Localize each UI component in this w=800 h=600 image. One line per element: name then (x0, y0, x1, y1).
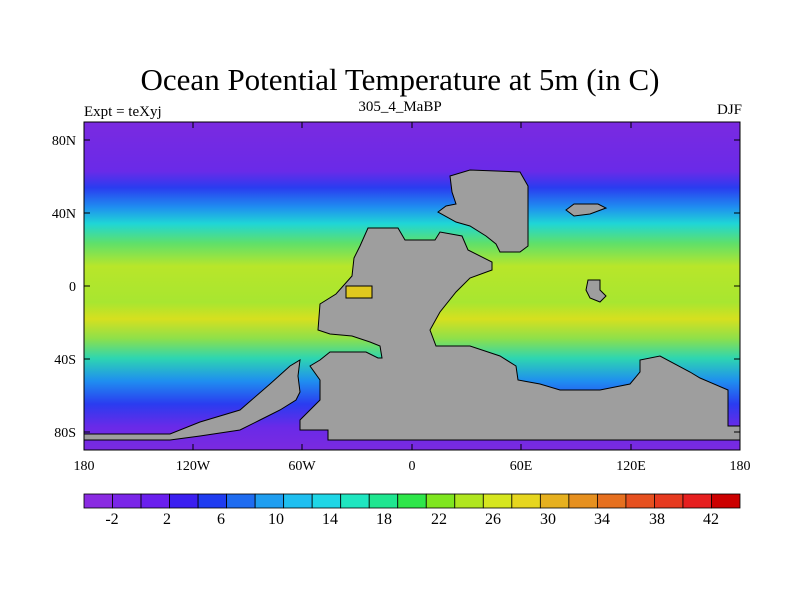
colorbar-label: 42 (703, 511, 719, 528)
colorbar-swatch (711, 493, 741, 509)
colorbar-swatch (169, 493, 199, 509)
colorbar-swatch (539, 493, 570, 509)
colorbar-label: 18 (376, 511, 392, 528)
map-title: Ocean Potential Temperature at 5m (in C) (140, 62, 660, 97)
x-tick-label: 60E (510, 459, 533, 474)
colorbar-label: 2 (163, 511, 171, 528)
colorbar-swatch (596, 493, 627, 509)
season-label: DJF (716, 102, 742, 118)
colorbar-label: 30 (540, 511, 556, 528)
colorbar-swatch (625, 493, 655, 509)
colorbar-labels: -2 2 6 10 14 18 22 26 30 34 38 42 (105, 511, 719, 528)
colorbar-swatch (197, 493, 228, 509)
y-axis-ticks (84, 139, 740, 433)
colorbar-swatch (568, 493, 598, 509)
land-south-strip (83, 359, 301, 441)
colorbar-swatch (140, 493, 170, 509)
colorbar-label: 14 (322, 511, 338, 528)
colorbar-swatch (654, 493, 684, 509)
colorbar-swatch (340, 493, 370, 509)
colorbar-swatch (283, 493, 313, 509)
colorbar (83, 493, 741, 509)
land-small-island (585, 279, 607, 303)
colorbar-label: 22 (431, 511, 447, 528)
experiment-label: Expt = teXyj (84, 104, 162, 120)
y-tick-label: 80N (52, 134, 76, 149)
colorbar-swatch (83, 493, 113, 509)
colorbar-label: 6 (217, 511, 225, 528)
land-masses (83, 169, 741, 441)
colorbar-label: 38 (649, 511, 665, 528)
colorbar-swatch (311, 493, 342, 509)
colorbar-label: 26 (485, 511, 501, 528)
colorbar-swatch (425, 493, 456, 509)
y-tick-label: 80S (54, 426, 76, 441)
colorbar-swatch (397, 493, 427, 509)
x-tick-label: 180 (74, 459, 95, 474)
x-tick-label: 0 (409, 459, 416, 474)
colorbar-swatch (454, 493, 484, 509)
colorbar-swatch (112, 493, 142, 509)
period-label: 305_4_MaBP (358, 99, 442, 115)
x-tick-label: 180 (730, 459, 751, 474)
land-north-block (437, 169, 529, 253)
colorbar-label: -2 (105, 511, 118, 528)
colorbar-swatch (254, 493, 285, 509)
colorbar-swatch (682, 493, 712, 509)
colorbar-swatch (368, 493, 399, 509)
inland-sea (345, 285, 373, 299)
x-tick-label: 60W (288, 459, 316, 474)
land-main-continent (299, 227, 741, 441)
y-tick-label: 40S (54, 353, 76, 368)
x-tick-label: 120E (616, 459, 646, 474)
x-tick-label: 120W (176, 459, 211, 474)
y-tick-label: 40N (52, 207, 76, 222)
colorbar-label: 34 (594, 511, 610, 528)
colorbar-swatch (226, 493, 256, 509)
x-axis-ticks (83, 122, 741, 450)
colorbar-label: 10 (268, 511, 284, 528)
land-east-island (565, 203, 608, 217)
y-tick-label: 0 (69, 280, 76, 295)
colorbar-swatch (511, 493, 541, 509)
colorbar-swatch (482, 493, 513, 509)
